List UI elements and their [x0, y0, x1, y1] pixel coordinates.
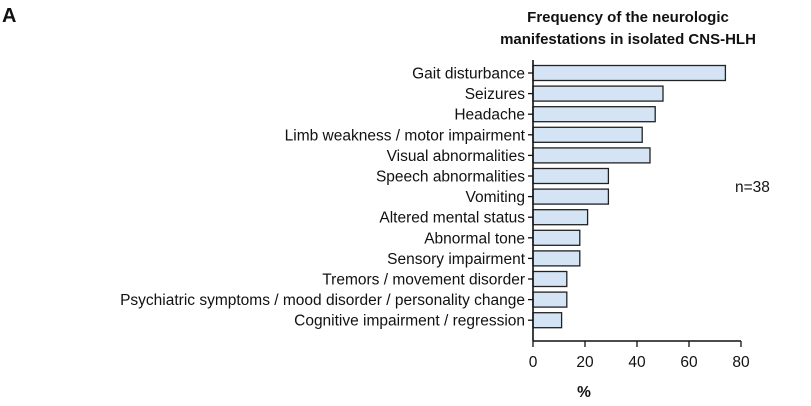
bar — [532, 229, 581, 246]
x-tick-label: 20 — [576, 354, 594, 371]
bars-group — [532, 64, 727, 329]
category-label: Gait disturbance — [412, 66, 525, 83]
bar — [532, 250, 581, 267]
panel-label: A — [2, 5, 16, 27]
bar — [532, 64, 727, 82]
x-tick-label: 80 — [732, 354, 750, 371]
x-tick-label: 60 — [680, 354, 698, 371]
chart-title-line-2: manifestations in isolated CNS-HLH — [500, 31, 756, 48]
sample-size-annotation: n=38 — [735, 179, 770, 196]
category-label: Speech abnormalities — [376, 169, 525, 186]
category-label: Visual abnormalities — [387, 148, 526, 165]
category-label: Headache — [454, 107, 525, 124]
category-label: Seizures — [465, 86, 526, 103]
category-label: Altered mental status — [379, 210, 525, 227]
bar — [532, 209, 589, 226]
chart-title-line-1: Frequency of the neurologic — [527, 9, 729, 26]
category-label: Psychiatric symptoms / mood disorder / p… — [120, 292, 525, 309]
x-tick-label: 40 — [628, 354, 646, 371]
category-label: Sensory impairment — [387, 251, 526, 268]
category-label: Tremors / movement disorder — [322, 272, 525, 289]
bar — [532, 85, 664, 102]
category-label: Abnormal tone — [424, 230, 525, 247]
axes-group: 0 20 40 60 80 — [528, 60, 750, 371]
x-axis-title: % — [577, 384, 591, 401]
bar — [532, 312, 563, 329]
bar — [532, 106, 656, 123]
bar — [532, 270, 568, 288]
bar — [532, 147, 651, 164]
bar — [532, 126, 643, 143]
category-label: Cognitive impairment / regression — [294, 313, 525, 330]
category-labels-group: Gait disturbance Seizures Headache Limb wea… — [120, 66, 526, 330]
bar — [532, 167, 610, 185]
category-label: Vomiting — [466, 189, 525, 206]
category-label: Limb weakness / motor impairment — [285, 127, 526, 144]
bar — [532, 291, 568, 308]
x-tick-label: 0 — [529, 354, 538, 371]
bar — [532, 188, 610, 205]
